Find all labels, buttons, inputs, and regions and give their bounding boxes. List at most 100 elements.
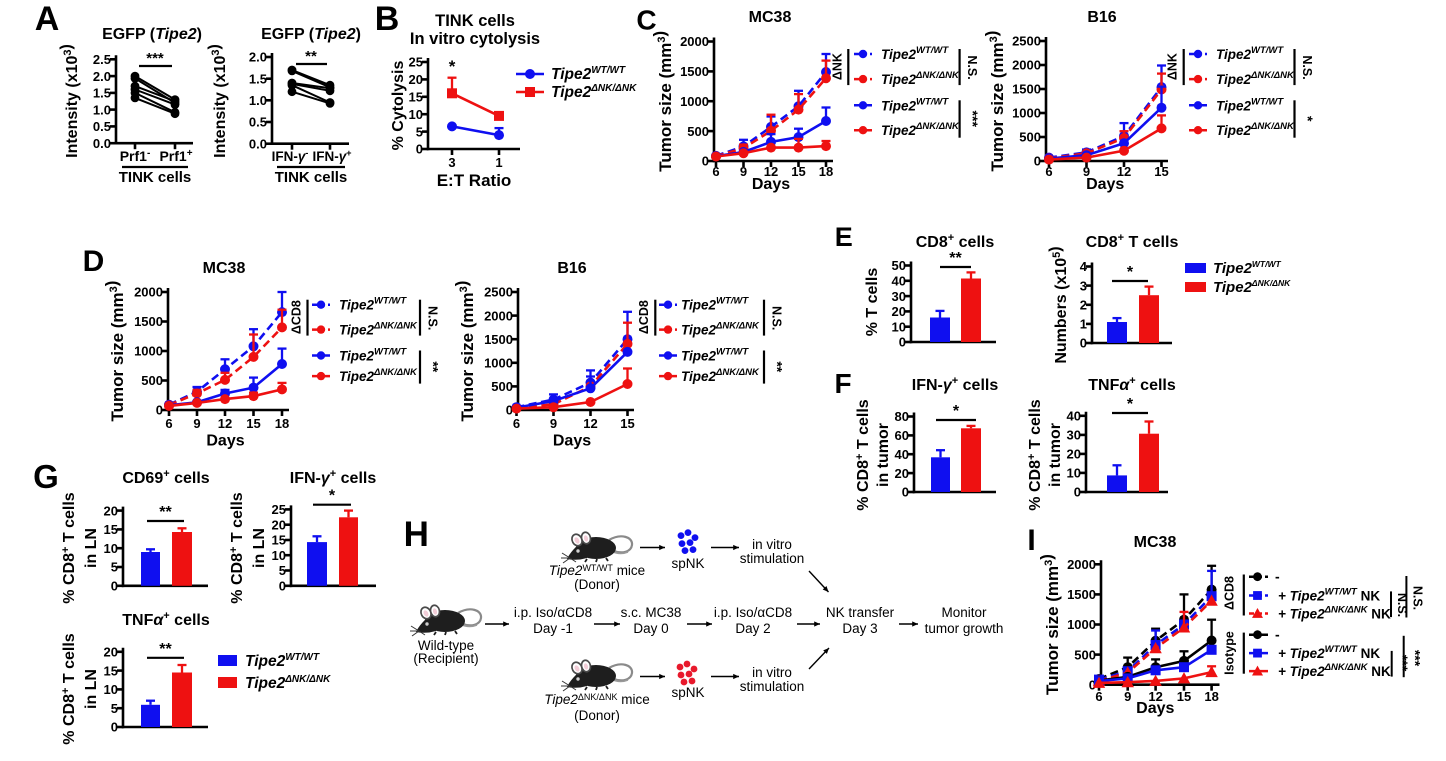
svg-text:N.S.: N.S. bbox=[426, 306, 440, 330]
svg-text:15: 15 bbox=[791, 164, 805, 179]
svg-text:2000: 2000 bbox=[1012, 58, 1041, 73]
svg-text:CD8+ T cells: CD8+ T cells bbox=[1086, 232, 1179, 251]
svg-text:10: 10 bbox=[1067, 466, 1081, 481]
svg-text:80: 80 bbox=[895, 409, 909, 424]
svg-text:B16: B16 bbox=[1087, 9, 1116, 26]
svg-text:***: *** bbox=[146, 50, 164, 67]
svg-text:2.0: 2.0 bbox=[249, 50, 267, 65]
svg-text:6: 6 bbox=[513, 416, 520, 431]
svg-text:5: 5 bbox=[111, 701, 118, 716]
svg-text:18: 18 bbox=[1204, 689, 1218, 704]
svg-text:+ Tipe2WT/WT NK: + Tipe2WT/WT NK bbox=[1278, 644, 1380, 661]
svg-text:Tipe2ΔNK/ΔNK: Tipe2ΔNK/ΔNK bbox=[339, 367, 418, 384]
svg-text:1500: 1500 bbox=[134, 314, 163, 329]
svg-text:tumor growth: tumor growth bbox=[925, 621, 1004, 636]
svg-text:N.S.: N.S. bbox=[965, 55, 979, 79]
svg-text:TNFα+ cells: TNFα+ cells bbox=[122, 610, 210, 629]
svg-text:2.0: 2.0 bbox=[93, 69, 111, 84]
svg-text:*: * bbox=[1300, 116, 1316, 122]
svg-text:In vitro cytolysis: In vitro cytolysis bbox=[410, 30, 540, 48]
svg-text:Tipe2WT/WT mice: Tipe2WT/WT mice bbox=[549, 563, 645, 578]
svg-text:**: ** bbox=[426, 361, 442, 372]
svg-text:Tipe2ΔNK/ΔNK: Tipe2ΔNK/ΔNK bbox=[1216, 70, 1295, 87]
svg-text:MC38: MC38 bbox=[1134, 534, 1177, 551]
svg-text:ΔCD8: ΔCD8 bbox=[289, 300, 303, 334]
svg-text:Tumor size (mm3): Tumor size (mm3) bbox=[1037, 554, 1062, 695]
svg-text:*: * bbox=[449, 57, 456, 76]
svg-text:3: 3 bbox=[448, 155, 455, 170]
svg-text:1000: 1000 bbox=[484, 356, 513, 371]
svg-text:in tumor: in tumor bbox=[1047, 423, 1064, 487]
svg-text:10: 10 bbox=[272, 548, 286, 563]
svg-text:Tipe2ΔNK/ΔNK mice: Tipe2ΔNK/ΔNK mice bbox=[544, 692, 649, 707]
svg-text:*: * bbox=[1127, 264, 1134, 281]
svg-text:3: 3 bbox=[1080, 278, 1087, 293]
svg-text:stimulation: stimulation bbox=[740, 551, 805, 566]
svg-text:Tipe2WT/WT: Tipe2WT/WT bbox=[339, 296, 407, 313]
svg-text:50: 50 bbox=[892, 258, 906, 273]
svg-text:15: 15 bbox=[104, 663, 118, 678]
svg-text:Tipe2WT/WT: Tipe2WT/WT bbox=[881, 45, 949, 62]
svg-text:N.S.: N.S. bbox=[770, 306, 784, 330]
svg-text:0: 0 bbox=[1034, 154, 1041, 169]
svg-text:500: 500 bbox=[687, 124, 709, 139]
svg-text:Tumor size (mm3): Tumor size (mm3) bbox=[452, 281, 477, 422]
svg-text:in LN: in LN bbox=[251, 528, 268, 568]
svg-text:Day 3: Day 3 bbox=[842, 621, 877, 636]
svg-text:Tipe2ΔNK/ΔNK: Tipe2ΔNK/ΔNK bbox=[1216, 121, 1295, 138]
svg-text:TINK cells: TINK cells bbox=[119, 169, 192, 186]
svg-text:1.0: 1.0 bbox=[93, 102, 111, 117]
svg-text:0: 0 bbox=[702, 154, 709, 169]
svg-text:Day 2: Day 2 bbox=[735, 621, 770, 636]
svg-text:F: F bbox=[834, 368, 851, 399]
svg-text:NK transfer: NK transfer bbox=[826, 605, 895, 620]
svg-text:1500: 1500 bbox=[484, 332, 513, 347]
svg-text:20: 20 bbox=[895, 466, 909, 481]
svg-text:2.5: 2.5 bbox=[93, 52, 111, 67]
svg-text:IFN-γ+: IFN-γ+ bbox=[312, 148, 351, 164]
svg-text:0: 0 bbox=[1074, 485, 1081, 500]
svg-text:1: 1 bbox=[495, 155, 502, 170]
svg-text:C: C bbox=[636, 5, 656, 36]
svg-text:0: 0 bbox=[279, 579, 286, 594]
svg-text:40: 40 bbox=[892, 274, 906, 289]
svg-text:12: 12 bbox=[583, 416, 597, 431]
svg-text:20: 20 bbox=[1067, 447, 1081, 462]
svg-text:**: ** bbox=[159, 641, 172, 658]
svg-text:TINK cells: TINK cells bbox=[275, 169, 348, 186]
svg-text:ΔCD8: ΔCD8 bbox=[1223, 576, 1237, 610]
svg-text:500: 500 bbox=[491, 379, 513, 394]
svg-text:(Recipient): (Recipient) bbox=[413, 651, 478, 666]
svg-text:IFN-γ+ cells: IFN-γ+ cells bbox=[290, 468, 377, 487]
svg-text:N.S.: N.S. bbox=[1411, 586, 1425, 610]
svg-text:MC38: MC38 bbox=[203, 260, 246, 277]
svg-text:+ Tipe2ΔNK/ΔNK NK: + Tipe2ΔNK/ΔNK NK bbox=[1278, 662, 1391, 679]
svg-text:Tipe2WT/WT: Tipe2WT/WT bbox=[245, 652, 320, 670]
svg-text:G: G bbox=[33, 458, 59, 495]
svg-text:0: 0 bbox=[416, 142, 423, 157]
svg-text:Tipe2WT/WT: Tipe2WT/WT bbox=[1216, 45, 1284, 62]
svg-text:6: 6 bbox=[1095, 689, 1102, 704]
svg-text:Tipe2WT/WT: Tipe2WT/WT bbox=[681, 347, 749, 364]
svg-text:500: 500 bbox=[1074, 647, 1096, 662]
svg-text:25: 25 bbox=[409, 55, 423, 70]
svg-text:Day 0: Day 0 bbox=[633, 621, 668, 636]
svg-text:**: ** bbox=[949, 250, 962, 267]
svg-text:Intensity (x103): Intensity (x103) bbox=[206, 44, 229, 158]
svg-text:MC38: MC38 bbox=[749, 9, 792, 26]
svg-text:(Donor): (Donor) bbox=[574, 577, 620, 592]
svg-text:Monitor: Monitor bbox=[941, 605, 987, 620]
svg-text:500: 500 bbox=[1019, 130, 1041, 145]
svg-text:*: * bbox=[329, 488, 336, 505]
svg-text:Days: Days bbox=[752, 176, 790, 193]
svg-text:Tipe2ΔNK/ΔNK: Tipe2ΔNK/ΔNK bbox=[881, 121, 960, 138]
svg-text:9: 9 bbox=[550, 416, 557, 431]
svg-text:15: 15 bbox=[620, 416, 634, 431]
svg-text:Day -1: Day -1 bbox=[533, 621, 573, 636]
svg-text:CD69+ cells: CD69+ cells bbox=[122, 468, 209, 487]
svg-text:Tumor size (mm3): Tumor size (mm3) bbox=[982, 31, 1007, 172]
svg-text:N.S.: N.S. bbox=[1300, 55, 1314, 79]
svg-text:500: 500 bbox=[141, 373, 163, 388]
svg-text:**: ** bbox=[159, 504, 172, 521]
svg-text:Tipe2WT/WT: Tipe2WT/WT bbox=[551, 65, 626, 83]
